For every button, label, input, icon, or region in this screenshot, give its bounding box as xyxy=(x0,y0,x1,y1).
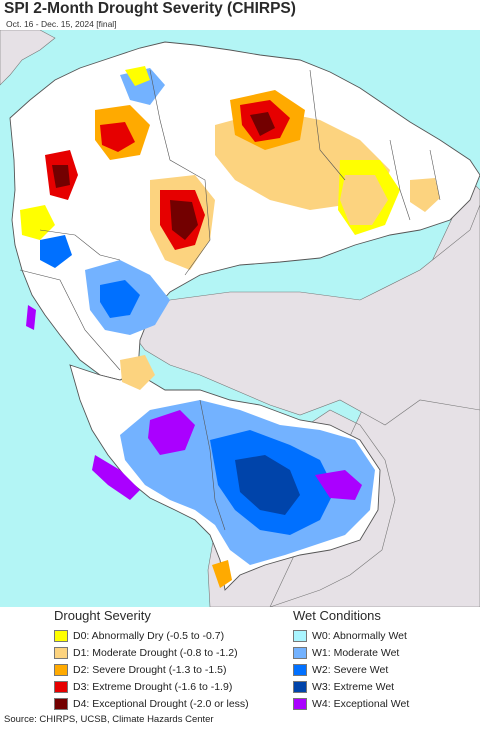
legend-item-d2: D2: Severe Drought (-1.3 to -1.5) xyxy=(54,661,249,678)
drought-legend-heading: Drought Severity xyxy=(54,608,151,623)
legend-label-d4: D4: Exceptional Drought (-2.0 or less) xyxy=(73,698,249,711)
wet-legend-heading: Wet Conditions xyxy=(293,608,381,623)
legend-item-d1: D1: Moderate Drought (-0.8 to -1.2) xyxy=(54,644,249,661)
legend-swatch-w4 xyxy=(293,698,307,711)
legend-swatch-d3 xyxy=(54,681,68,694)
legend-item-d3: D3: Extreme Drought (-1.6 to -1.9) xyxy=(54,679,249,696)
legend-label-d1: D1: Moderate Drought (-0.8 to -1.2) xyxy=(73,646,238,659)
wet-legend: Wet Conditions W0: Abnormally Wet W1: Mo… xyxy=(293,608,409,713)
legend-label-w4: W4: Exceptional Wet xyxy=(312,698,410,711)
central-america-land xyxy=(0,29,56,86)
legend-label-w3: W3: Extreme Wet xyxy=(312,681,395,694)
legend-item-w1: W1: Moderate Wet xyxy=(293,644,409,661)
source-credit: Source: CHIRPS, UCSB, Climate Hazards Ce… xyxy=(4,714,214,725)
legend-swatch-d4 xyxy=(54,698,68,711)
legend-label-w0: W0: Abnormally Wet xyxy=(312,629,407,642)
legend-item-w0: W0: Abnormally Wet xyxy=(293,627,409,644)
exceptional-wet-areas xyxy=(26,305,362,500)
drought-map-svg xyxy=(0,29,480,608)
legend: Drought Severity D0: Abnormally Dry (-0.… xyxy=(0,608,480,712)
map-title: SPI 2-Month Drought Severity (CHIRPS) xyxy=(4,0,296,17)
legend-label-w2: W2: Severe Wet xyxy=(312,663,389,676)
legend-swatch-w2 xyxy=(293,663,307,676)
legend-swatch-w1 xyxy=(293,646,307,659)
legend-label-d3: D3: Extreme Drought (-1.6 to -1.9) xyxy=(73,681,233,694)
legend-item-d0: D0: Abnormally Dry (-0.5 to -0.7) xyxy=(54,627,249,644)
legend-label-d0: D0: Abnormally Dry (-0.5 to -0.7) xyxy=(73,629,225,642)
legend-item-w4: W4: Exceptional Wet xyxy=(293,696,409,713)
legend-item-w3: W3: Extreme Wet xyxy=(293,679,409,696)
drought-map xyxy=(0,29,480,608)
legend-label-w1: W1: Moderate Wet xyxy=(312,646,400,659)
legend-swatch-d2 xyxy=(54,663,68,676)
country-borders xyxy=(19,69,441,531)
legend-item-d4: D4: Exceptional Drought (-2.0 or less) xyxy=(54,696,249,713)
drought-areas xyxy=(20,66,440,588)
legend-label-d2: D2: Severe Drought (-1.3 to -1.5) xyxy=(73,663,227,676)
brazil-interior xyxy=(129,204,480,426)
drought-legend: Drought Severity D0: Abnormally Dry (-0.… xyxy=(54,608,249,713)
legend-swatch-d0 xyxy=(54,629,68,642)
legend-swatch-w3 xyxy=(293,681,307,694)
legend-item-w2: W2: Severe Wet xyxy=(293,661,409,678)
legend-swatch-d1 xyxy=(54,646,68,659)
map-subtitle: Oct. 16 - Dec. 15, 2024 [final] xyxy=(6,19,117,29)
legend-swatch-w0 xyxy=(293,629,307,642)
